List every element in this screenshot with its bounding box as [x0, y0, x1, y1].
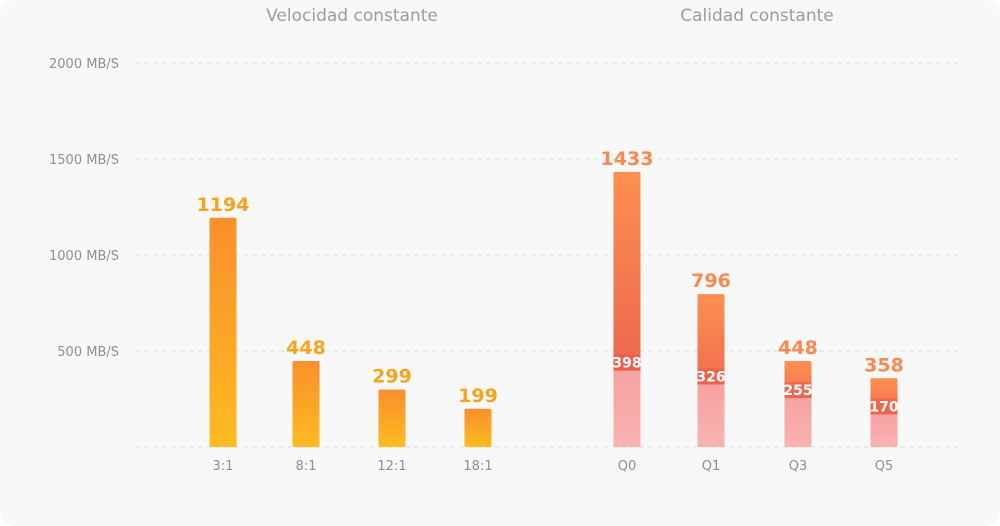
- value-label: 358: [864, 354, 904, 376]
- bar: [209, 217, 237, 447]
- bar: [378, 389, 406, 447]
- bar-inner-segment: [870, 414, 898, 447]
- x-tick-label: Q0: [618, 459, 637, 474]
- value-label: 796: [691, 270, 731, 292]
- value-label: 1194: [197, 194, 250, 216]
- x-tick-label: 8:1: [296, 459, 317, 474]
- bar-inner-segment: [613, 370, 641, 447]
- value-label: 199: [458, 385, 498, 407]
- y-tick-label: 1000 MB/S: [49, 249, 119, 264]
- x-tick-label: Q1: [702, 459, 721, 474]
- inner-value-label: 170: [869, 399, 898, 415]
- value-label: 448: [286, 337, 326, 359]
- bar-inner-band: [870, 398, 898, 415]
- bar-inner-band: [697, 368, 725, 385]
- x-tick-label: Q5: [875, 459, 894, 474]
- y-tick-label: 1500 MB/S: [49, 153, 119, 168]
- bar-inner-segment: [697, 384, 725, 447]
- bar-inner-band: [613, 354, 641, 371]
- group-title-calidad: Calidad constante: [680, 6, 834, 26]
- value-label: 299: [372, 366, 412, 388]
- bar-inner-band: [784, 382, 812, 399]
- value-label: 448: [778, 337, 818, 359]
- inner-value-label: 398: [612, 356, 641, 372]
- bar: [292, 360, 320, 447]
- x-tick-label: Q3: [789, 459, 808, 474]
- inner-value-label: 326: [696, 369, 725, 385]
- x-tick-label: 12:1: [377, 459, 406, 474]
- group-title-velocidad: Velocidad constante: [266, 6, 438, 26]
- inner-value-label: 255: [783, 383, 812, 399]
- y-tick-label: 500 MB/S: [57, 345, 119, 360]
- bar-inner-segment: [784, 398, 812, 447]
- value-label: 1433: [601, 148, 654, 170]
- x-tick-label: 3:1: [213, 459, 234, 474]
- y-tick-label: 2000 MB/S: [49, 57, 119, 72]
- bar: [464, 408, 492, 447]
- x-tick-label: 18:1: [463, 459, 492, 474]
